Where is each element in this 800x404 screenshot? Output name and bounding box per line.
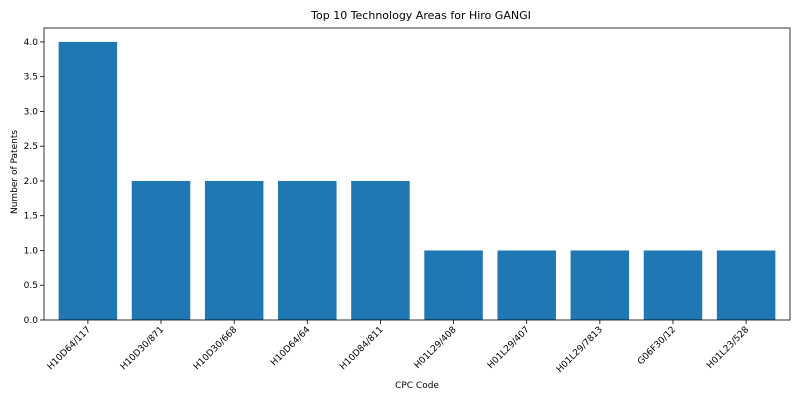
bar-H10D84/811 <box>351 181 410 320</box>
y-tick-label: 2.0 <box>24 177 39 187</box>
bar-H01L29/7813 <box>571 250 630 320</box>
plot-area <box>59 42 776 320</box>
y-tick-label: 3.0 <box>24 107 39 117</box>
x-axis-label: CPC Code <box>395 381 439 391</box>
y-tick-label: 1.5 <box>24 212 38 222</box>
y-tick-label: 1.0 <box>24 246 39 256</box>
y-tick-label: 4.0 <box>24 38 39 48</box>
bar-G06F30/12 <box>644 250 703 320</box>
x-tick-label: H01L29/7813 <box>555 325 605 375</box>
x-tick-label: H10D64/117 <box>46 325 93 372</box>
x-tick-label: H10D64/64 <box>269 325 312 368</box>
x-tick-label: H01L29/408 <box>413 325 459 371</box>
y-tick-label: 0.0 <box>24 316 39 326</box>
y-tick-label: 3.5 <box>24 73 38 83</box>
x-tick-label: H01L29/407 <box>486 325 532 371</box>
x-tick-label: G06F30/12 <box>636 325 678 367</box>
bar-H10D30/668 <box>205 181 264 320</box>
x-tick-label: H10D30/871 <box>119 325 166 372</box>
y-axis-label: Number of Patents <box>10 130 20 214</box>
x-tick-label: H01L23/528 <box>705 325 751 371</box>
bar-H01L29/407 <box>497 250 556 320</box>
y-axis: 0.0 0.5 1.0 1.5 2.0 2.5 3.0 3.5 4.0 <box>24 38 44 326</box>
chart-title: Top 10 Technology Areas for Hiro GANGI <box>310 9 531 22</box>
bar-H10D64/64 <box>278 181 337 320</box>
x-axis: H10D64/117 H10D30/871 H10D30/668 H10D64/64 H… <box>46 320 752 375</box>
bar-H10D64/117 <box>59 42 118 320</box>
x-tick-label: H10D84/811 <box>338 325 385 372</box>
y-tick-label: 2.5 <box>24 142 38 152</box>
bar-H01L29/408 <box>424 250 483 320</box>
bar-H10D30/871 <box>132 181 191 320</box>
x-tick-label: H10D30/668 <box>192 325 239 372</box>
y-tick-label: 0.5 <box>24 281 38 291</box>
bar-H01L23/528 <box>717 250 776 320</box>
